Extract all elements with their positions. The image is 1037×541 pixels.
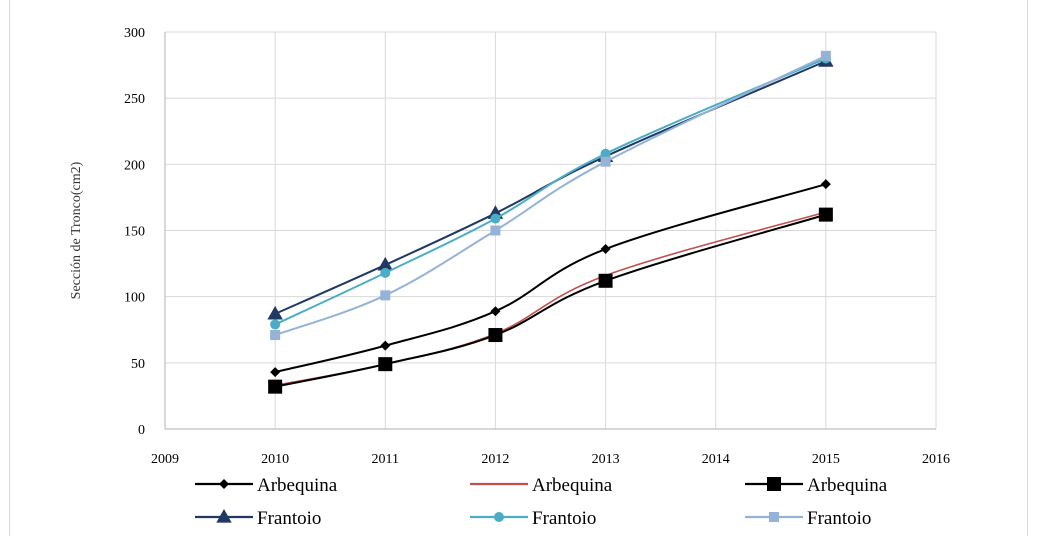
- data-point: [270, 367, 281, 378]
- legend-marker: [767, 477, 781, 491]
- series-line: [274, 54, 827, 336]
- gridlines: [164, 31, 937, 430]
- legend-item: Arbequina: [195, 475, 338, 496]
- data-point: [820, 179, 831, 190]
- series-line: [274, 213, 827, 388]
- data-point: [378, 357, 393, 372]
- legend-label: Arbequina: [532, 475, 613, 496]
- data-point: [600, 244, 611, 255]
- data-point: [488, 328, 503, 343]
- x-tick-label: 2015: [812, 452, 840, 467]
- y-tick-label: 150: [124, 225, 145, 240]
- legend-item: Frantoio: [470, 508, 596, 529]
- y-tick-label: 200: [124, 158, 145, 173]
- series-3: [268, 207, 833, 394]
- legend-marker: [219, 479, 229, 489]
- legend-label: Frantoio: [532, 508, 596, 529]
- x-tick-label: 2011: [372, 452, 399, 467]
- x-tick-label: 2009: [151, 452, 179, 467]
- legend-label: Arbequina: [807, 475, 888, 496]
- series-1: [270, 179, 831, 378]
- data-point: [380, 267, 391, 278]
- y-tick-label: 0: [138, 423, 145, 438]
- series-line: [274, 183, 827, 374]
- data-point: [490, 213, 501, 224]
- legend: Arbequina Arbequina Arbequina Frantoio Frant…: [195, 475, 888, 529]
- y-tick-label: 300: [124, 26, 145, 41]
- data-point: [598, 273, 613, 288]
- x-tick-label: 2010: [261, 452, 289, 467]
- data-point: [268, 379, 283, 394]
- legend-item: Frantoio: [195, 508, 321, 529]
- x-tick-label: 2013: [592, 452, 620, 467]
- legend-marker: [216, 508, 232, 523]
- frame-right-border: [1027, 0, 1028, 536]
- legend-label: Frantoio: [257, 508, 321, 529]
- data-point: [818, 207, 833, 222]
- y-tick-label: 100: [124, 291, 145, 306]
- data-point: [380, 340, 391, 351]
- data-point: [600, 156, 611, 167]
- data-point: [600, 148, 611, 159]
- data-point: [490, 306, 501, 317]
- data-point: [377, 256, 393, 271]
- axes: 0 50 100 150 200 250 300 2009 2010 2011 2012 2013 20…: [69, 26, 950, 467]
- data-point: [490, 225, 501, 236]
- data-point: [270, 319, 281, 330]
- data-point: [820, 50, 831, 61]
- y-tick-label: 250: [124, 92, 145, 107]
- series-lines: [267, 50, 834, 394]
- series-6: [270, 50, 831, 341]
- legend-marker: [494, 512, 504, 522]
- x-tick-label: 2014: [702, 452, 730, 467]
- series-line: [274, 60, 827, 315]
- legend-item: Arbequina: [745, 475, 888, 496]
- legend-label: Arbequina: [257, 475, 338, 496]
- data-point: [270, 330, 281, 341]
- legend-label: Frantoio: [807, 508, 871, 529]
- x-tick-label: 2016: [922, 452, 950, 467]
- legend-item: Arbequina: [470, 475, 613, 496]
- y-tick-label: 50: [131, 357, 145, 372]
- series-line: [274, 57, 827, 326]
- data-point: [380, 290, 391, 301]
- x-tick-label: 2012: [481, 452, 509, 467]
- data-point: [267, 305, 283, 320]
- y-axis-title: Sección de Tronco(cm2): [69, 161, 84, 299]
- legend-marker: [769, 512, 779, 522]
- frame-left-border: [9, 0, 10, 536]
- legend-item: Frantoio: [745, 508, 871, 529]
